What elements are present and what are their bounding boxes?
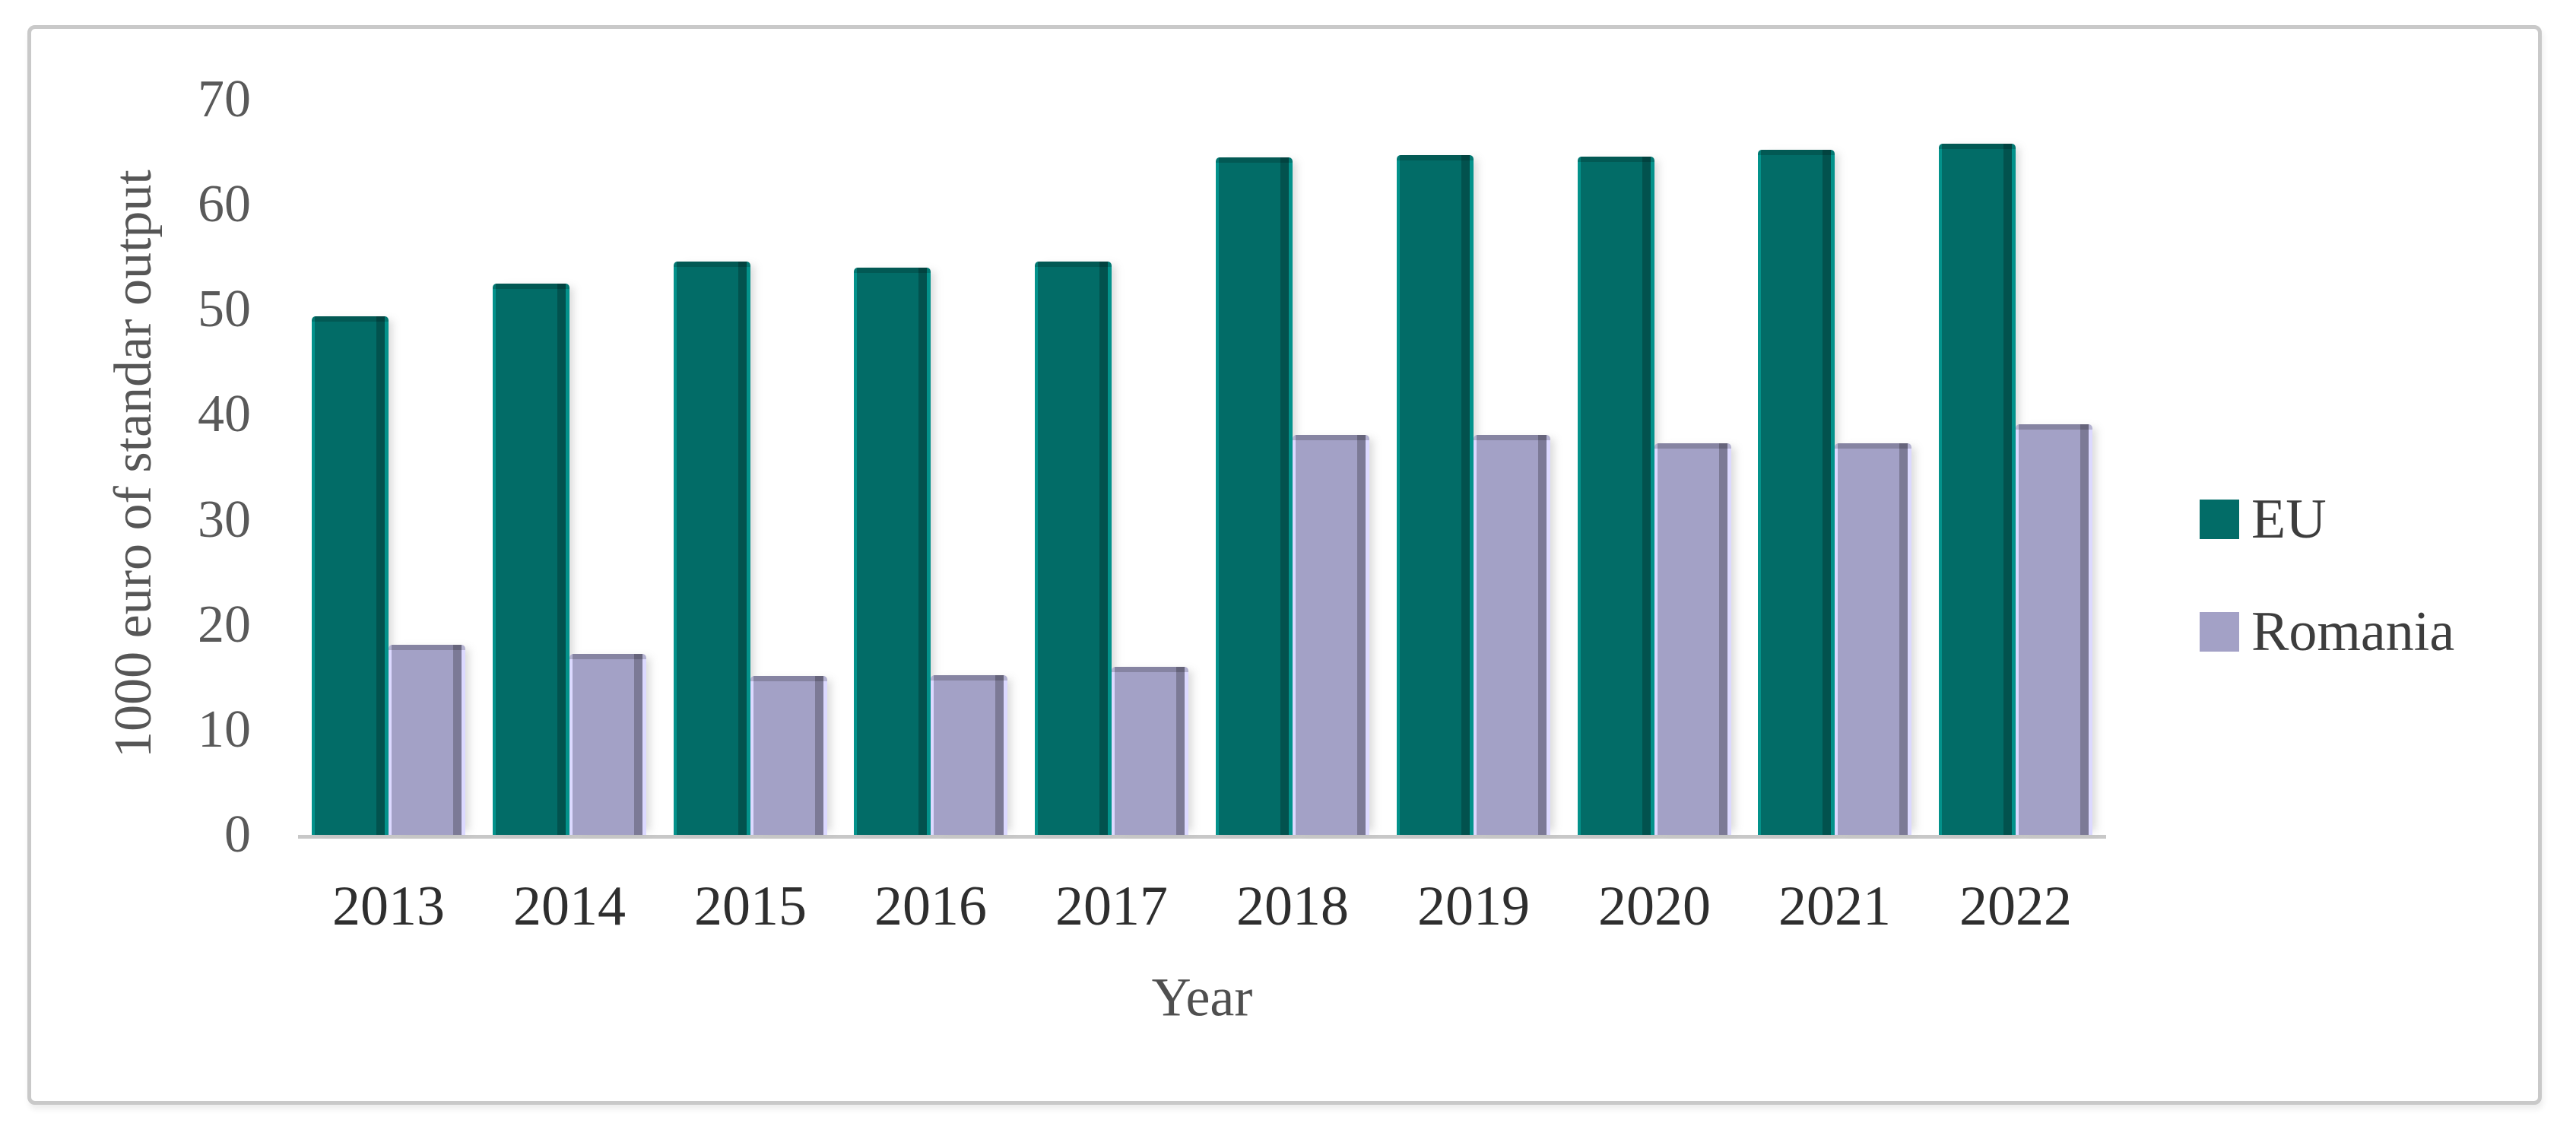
bar-eu-2016 <box>854 268 931 835</box>
x-category-label: 2019 <box>1417 875 1530 938</box>
bar-eu-2015 <box>674 262 750 835</box>
bar-eu-2019 <box>1397 155 1474 835</box>
legend-item-eu: EU <box>2200 491 2327 547</box>
bar-eu-2022 <box>1939 144 2016 835</box>
bar-eu-2013 <box>312 316 389 835</box>
bar-romania-2017 <box>1112 667 1188 835</box>
x-category-label: 2018 <box>1236 875 1349 938</box>
legend-swatch-romania <box>2200 612 2239 652</box>
bar-eu-2021 <box>1758 150 1835 835</box>
bar-eu-2018 <box>1216 157 1293 835</box>
x-category-label: 2014 <box>513 875 626 938</box>
bar-romania-2013 <box>389 645 465 835</box>
legend-label: Romania <box>2251 601 2455 663</box>
bar-eu-2014 <box>493 284 569 835</box>
x-axis-title: Year <box>1151 966 1253 1028</box>
y-tick-label: 70 <box>198 70 251 128</box>
y-axis-title: 1000 euro of standar output <box>104 170 163 758</box>
y-tick-label: 10 <box>198 700 251 759</box>
bar-romania-2020 <box>1654 443 1731 835</box>
x-category-label: 2013 <box>332 875 445 938</box>
y-tick-label: 60 <box>198 175 251 234</box>
bar-romania-2021 <box>1835 443 1911 835</box>
x-category-label: 2020 <box>1598 875 1711 938</box>
y-tick-label: 40 <box>198 385 251 444</box>
x-category-label: 2017 <box>1055 875 1168 938</box>
y-tick-label: 50 <box>198 280 251 339</box>
x-category-label: 2021 <box>1778 875 1891 938</box>
bar-romania-2019 <box>1474 435 1550 835</box>
bar-eu-2020 <box>1578 157 1654 835</box>
legend-swatch-eu <box>2200 500 2239 539</box>
y-tick-label: 30 <box>198 490 251 549</box>
y-tick-label: 0 <box>224 805 251 864</box>
x-axis-line <box>298 835 2106 839</box>
legend-item-romania: Romania <box>2200 604 2454 660</box>
x-category-label: 2022 <box>1959 875 2072 938</box>
bar-romania-2018 <box>1293 435 1369 835</box>
legend-label: EU <box>2251 488 2327 550</box>
bar-romania-2014 <box>569 654 646 835</box>
bar-eu-2017 <box>1035 262 1112 835</box>
bar-romania-2016 <box>931 675 1007 835</box>
x-category-label: 2016 <box>874 875 987 938</box>
x-category-label: 2015 <box>694 875 807 938</box>
bar-romania-2022 <box>2016 424 2092 835</box>
bar-romania-2015 <box>750 676 827 835</box>
y-tick-label: 20 <box>198 595 251 654</box>
